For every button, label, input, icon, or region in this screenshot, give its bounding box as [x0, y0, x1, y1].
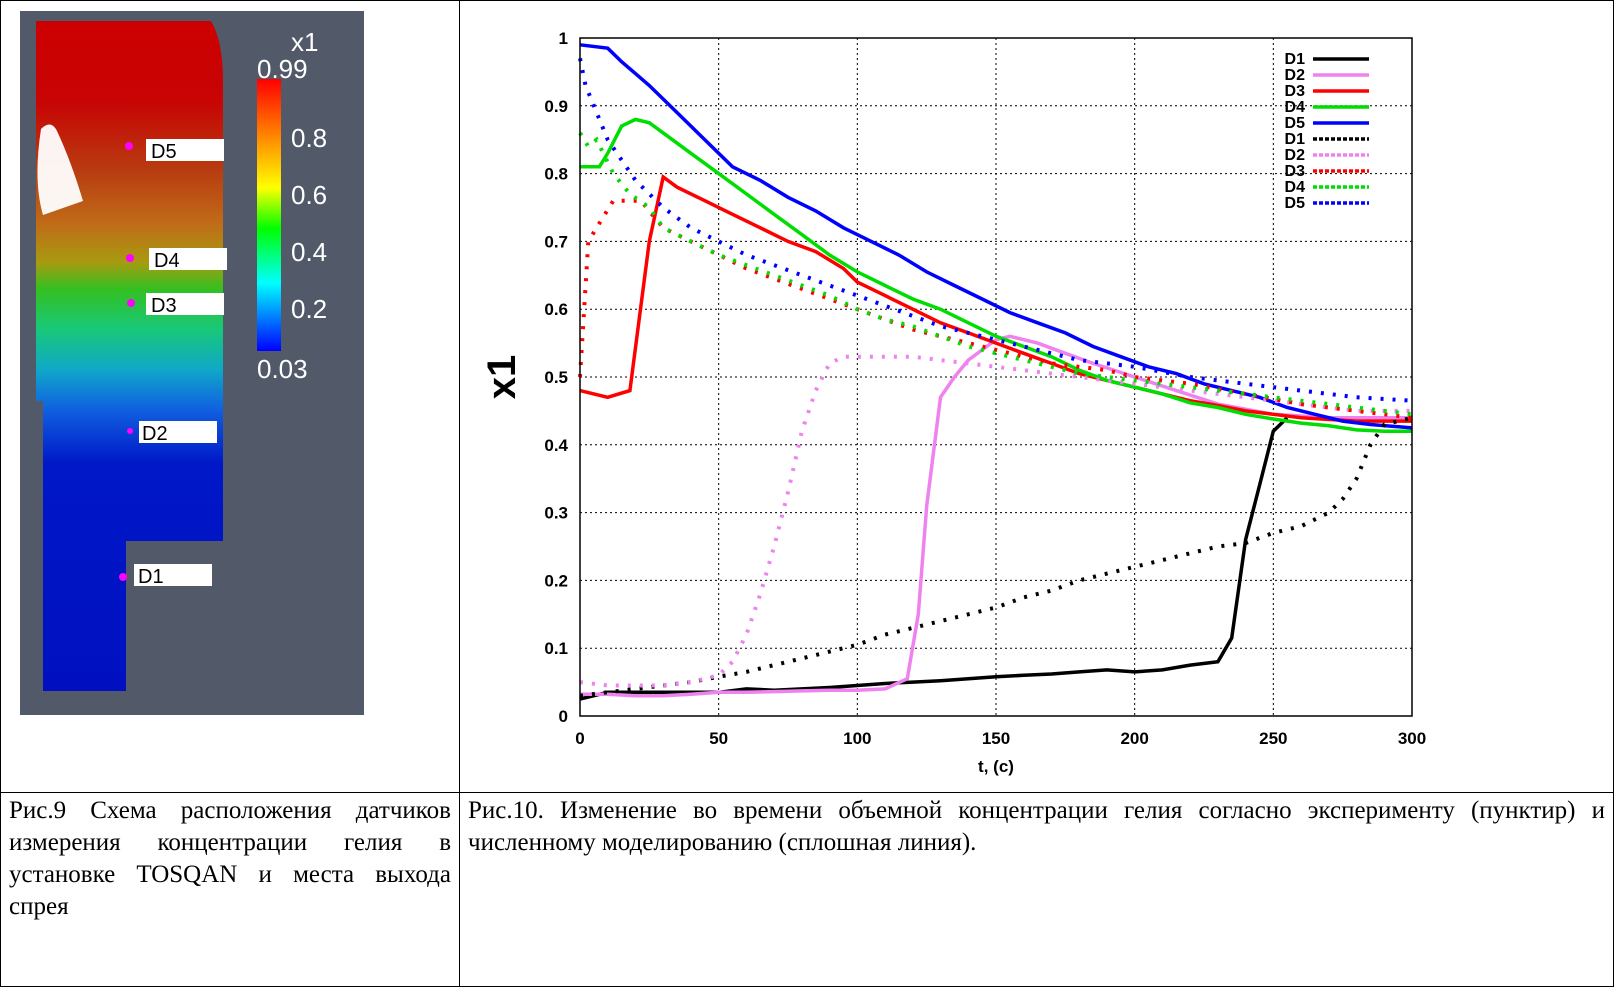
- sensor-label: D3: [151, 295, 177, 317]
- x-tick-label: 250: [1259, 729, 1287, 748]
- y-tick-label: 0.4: [544, 436, 568, 455]
- legend-label: D1: [1285, 131, 1306, 148]
- y-tick-label: 0.5: [544, 368, 568, 387]
- series-d2-dashed: [579, 354, 1412, 688]
- sensor-d1: D1: [119, 564, 212, 588]
- sensor-d5: D5: [125, 139, 224, 163]
- legend-label: D4: [1285, 179, 1306, 196]
- sensor-d3: D3: [127, 293, 224, 317]
- colorbar-tick-label: 0.6: [291, 180, 327, 210]
- series-layer: [578, 43, 1413, 701]
- axes: 0 50 100 150 200 250 300 0 0.1 0.2 0.3 0.4 0.5 0.6 0.7…: [544, 29, 1426, 748]
- figure-10-cell: 0 50 100 150 200 250 300 0 0.1 0.2 0.3 0.4 0.5 0.6 0.7…: [459, 0, 1614, 793]
- y-tick-label: 0.8: [544, 165, 568, 184]
- sensor-label: D1: [138, 566, 164, 588]
- x-tick-label: 50: [709, 729, 728, 748]
- y-tick-label: 1: [559, 29, 568, 48]
- figure-10-caption: Рис.10. Изменение во времени объемной ко…: [459, 792, 1614, 987]
- plot-frame: [579, 37, 1413, 717]
- sensor-label: D5: [151, 141, 177, 163]
- spray-plume: [37, 124, 83, 215]
- legend-label: D5: [1285, 195, 1306, 212]
- series-d5-dashed: [578, 57, 1413, 403]
- y-tick-label: 0.2: [544, 571, 568, 590]
- colorbar-tick-label: 0.4: [291, 237, 327, 267]
- vessel-body: [36, 21, 223, 691]
- x-tick-label: 300: [1398, 729, 1426, 748]
- colorbar-tick-label: 0.8: [291, 123, 327, 153]
- series-d1-dashed: [579, 415, 1413, 698]
- colorbar-max-label: 0.99: [257, 54, 308, 84]
- sensor-label: D4: [154, 250, 180, 272]
- sensor-d2: D2: [127, 421, 217, 445]
- figure-9-cell: x1 0.99 0.8 0.6 0.4 0.2 0.03 D5 D4 D3 D2: [0, 0, 460, 793]
- x-axis-label: t, (c): [978, 757, 1014, 776]
- figure-9-caption: Рис.9 Схема расположения датчиков измере…: [0, 792, 460, 987]
- sensor-d4: D4: [126, 248, 227, 272]
- legend-label: D3: [1285, 83, 1306, 100]
- legend-label: D2: [1285, 147, 1306, 164]
- series-d1-solid: [579, 416, 1289, 701]
- y-tick-label: 0.9: [544, 97, 568, 116]
- y-tick-label: 0.3: [544, 504, 568, 523]
- x-tick-label: 150: [982, 729, 1010, 748]
- series-d2-solid: [580, 334, 1412, 698]
- series-d3-solid: [579, 173, 1412, 423]
- y-tick-label: 0: [559, 707, 568, 726]
- x-tick-label: 200: [1120, 729, 1148, 748]
- colorbar-title: x1: [291, 27, 318, 57]
- colorbar-tick-label: 0.2: [291, 294, 327, 324]
- tosqan-schematic: x1 0.99 0.8 0.6 0.4 0.2 0.03 D5 D4 D3 D2: [20, 11, 364, 715]
- figure-9-caption-text: Рис.9 Схема расположения датчиков измере…: [9, 797, 451, 920]
- y-tick-label: 0.7: [544, 232, 568, 251]
- sensor-label: D2: [142, 423, 168, 445]
- x-tick-label: 0: [575, 729, 584, 748]
- figure-10-caption-text: Рис.10. Изменение во времени объемной ко…: [468, 797, 1605, 856]
- y-tick-label: 0.1: [544, 639, 568, 658]
- y-tick-label: 0.6: [544, 300, 568, 319]
- series-d5-solid: [579, 43, 1413, 430]
- legend-label: D3: [1285, 163, 1306, 180]
- legend-label: D2: [1285, 67, 1306, 84]
- colorbar-min-label: 0.03: [257, 354, 308, 384]
- legend-label: D5: [1285, 115, 1306, 132]
- legend-label: D4: [1285, 99, 1306, 116]
- helium-concentration-chart: 0 50 100 150 200 250 300 0 0.1 0.2 0.3 0.4 0.5 0.6 0.7…: [480, 29, 1426, 776]
- y-axis-label: x1: [480, 355, 524, 400]
- colorbar: [257, 79, 281, 351]
- x-tick-label: 100: [843, 729, 871, 748]
- legend-label: D1: [1285, 51, 1306, 68]
- series-d4-solid: [580, 117, 1412, 433]
